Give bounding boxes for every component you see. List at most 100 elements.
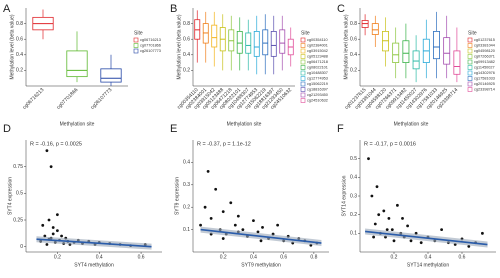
point: [49, 165, 53, 169]
y-tick-label: 0.1: [350, 231, 357, 237]
point: [51, 226, 55, 229]
point: [214, 187, 218, 191]
box: [279, 29, 286, 54]
point: [372, 235, 375, 239]
y-tick-label: 0.4: [350, 52, 357, 58]
legend-label: cg10488307: [307, 71, 328, 75]
point: [252, 219, 255, 223]
legend-label: cg18816397: [307, 88, 328, 92]
annotation: R = -0.37, p = 1.1e-12: [197, 141, 251, 147]
point: [256, 230, 260, 234]
x-axis-label: SYT4 methylation: [74, 262, 114, 268]
legend-label: cg17581033: [474, 77, 495, 81]
y-tick-label: 0.3: [183, 182, 190, 188]
point: [419, 241, 423, 245]
fit-line: [365, 230, 488, 246]
point: [45, 149, 49, 153]
y-tick-label: 0.4: [16, 52, 23, 58]
point: [375, 185, 379, 189]
x-tick-label: 0.6: [459, 254, 466, 260]
fit-line: [200, 228, 322, 244]
y-tick-label: 0.5: [350, 156, 357, 162]
box: [245, 32, 252, 54]
legend-label: cg23398714: [474, 88, 495, 92]
legend-swatch: [300, 76, 306, 81]
annotation: R = -0.16, p = 0.0025: [30, 141, 82, 147]
x-tick-label: 0.2: [391, 254, 398, 260]
y-tick-label: 0.2: [350, 68, 357, 74]
y-tick-label: 0.8: [183, 21, 190, 27]
y-tick-label: 0.75: [13, 164, 23, 170]
legend-label: cg02384001: [307, 44, 328, 48]
x-axis-label: SYT9 methylation: [241, 262, 281, 268]
box: [270, 30, 277, 57]
legend-swatch: [467, 54, 473, 59]
point: [236, 214, 240, 218]
legend-label: cg15062219: [307, 82, 328, 86]
panel-letter: E: [170, 123, 177, 135]
point: [60, 234, 63, 238]
fit-line: [36, 238, 152, 248]
point: [276, 223, 280, 227]
legend-swatch: [300, 65, 306, 70]
x-tick-label: cg07701866: [56, 87, 80, 111]
legend-label: cg01237615: [474, 38, 495, 42]
y-tick-label: 0.6: [16, 37, 23, 43]
panel-letter: D: [3, 123, 11, 135]
x-axis-label: Methylation site: [60, 121, 95, 127]
legend-swatch: [467, 59, 473, 65]
x-tick-label: 0.6: [138, 254, 145, 260]
annotation: R = -0.17, p = 0.0016: [364, 141, 416, 147]
x-axis-label: Methylation site: [227, 121, 262, 127]
x-tick-label: 0.8: [310, 254, 317, 260]
y-tick-label: 0.25: [13, 217, 23, 223]
legend-swatch: [300, 70, 306, 76]
y-axis-label: Methylation level (beta value): [9, 14, 15, 79]
legend-label: cg12774953: [307, 77, 328, 81]
box: [371, 23, 379, 35]
point: [199, 223, 202, 227]
y-tick-label: 0.6: [350, 37, 357, 43]
legend-swatch: [467, 81, 473, 87]
legend-label: cg04598120: [474, 49, 495, 53]
legend-label: cg06471218: [307, 60, 328, 64]
y-tick-label: 0.1: [183, 227, 190, 233]
legend-label: cg11450027: [474, 66, 495, 70]
point: [47, 218, 51, 222]
legend-swatch: [133, 37, 139, 43]
point: [206, 169, 210, 173]
y-axis-label: Methylation level (beta value): [176, 14, 182, 79]
legend-label: cg00354110: [307, 38, 328, 42]
box: [262, 29, 269, 56]
point: [440, 228, 443, 232]
legend-label: cg06716213: [140, 38, 161, 42]
point: [367, 157, 370, 161]
legend-swatch: [133, 43, 139, 48]
legend-label: cg24510632: [307, 99, 328, 103]
x-tick-label: cg06716213: [22, 87, 46, 111]
legend-swatch: [467, 76, 473, 81]
legend-title: Site: [468, 30, 477, 36]
x-axis-label: Methylation site: [394, 121, 429, 127]
y-tick-label: 0.3: [350, 193, 357, 199]
x-axis-label: SYT14 methylation: [407, 262, 449, 268]
legend-label: cg09913482: [474, 60, 495, 64]
legend-swatch: [300, 43, 306, 48]
point: [55, 229, 59, 233]
point: [409, 239, 413, 243]
legend-swatch: [300, 59, 306, 65]
point: [406, 224, 409, 228]
point: [203, 205, 207, 209]
legend-swatch: [467, 48, 473, 54]
box: [211, 24, 218, 48]
y-tick-label: 0: [20, 244, 23, 250]
y-tick-label: 0.8: [350, 21, 357, 27]
point: [467, 245, 471, 248]
legend-label: cg07701866: [140, 44, 161, 48]
y-tick-label: 0.4: [183, 52, 190, 58]
point: [41, 223, 45, 227]
box: [392, 42, 400, 63]
y-axis-label: Methylation level (beta value): [343, 14, 349, 79]
y-axis-label: SYT4 expression: [7, 177, 13, 215]
legend-swatch: [300, 48, 306, 54]
